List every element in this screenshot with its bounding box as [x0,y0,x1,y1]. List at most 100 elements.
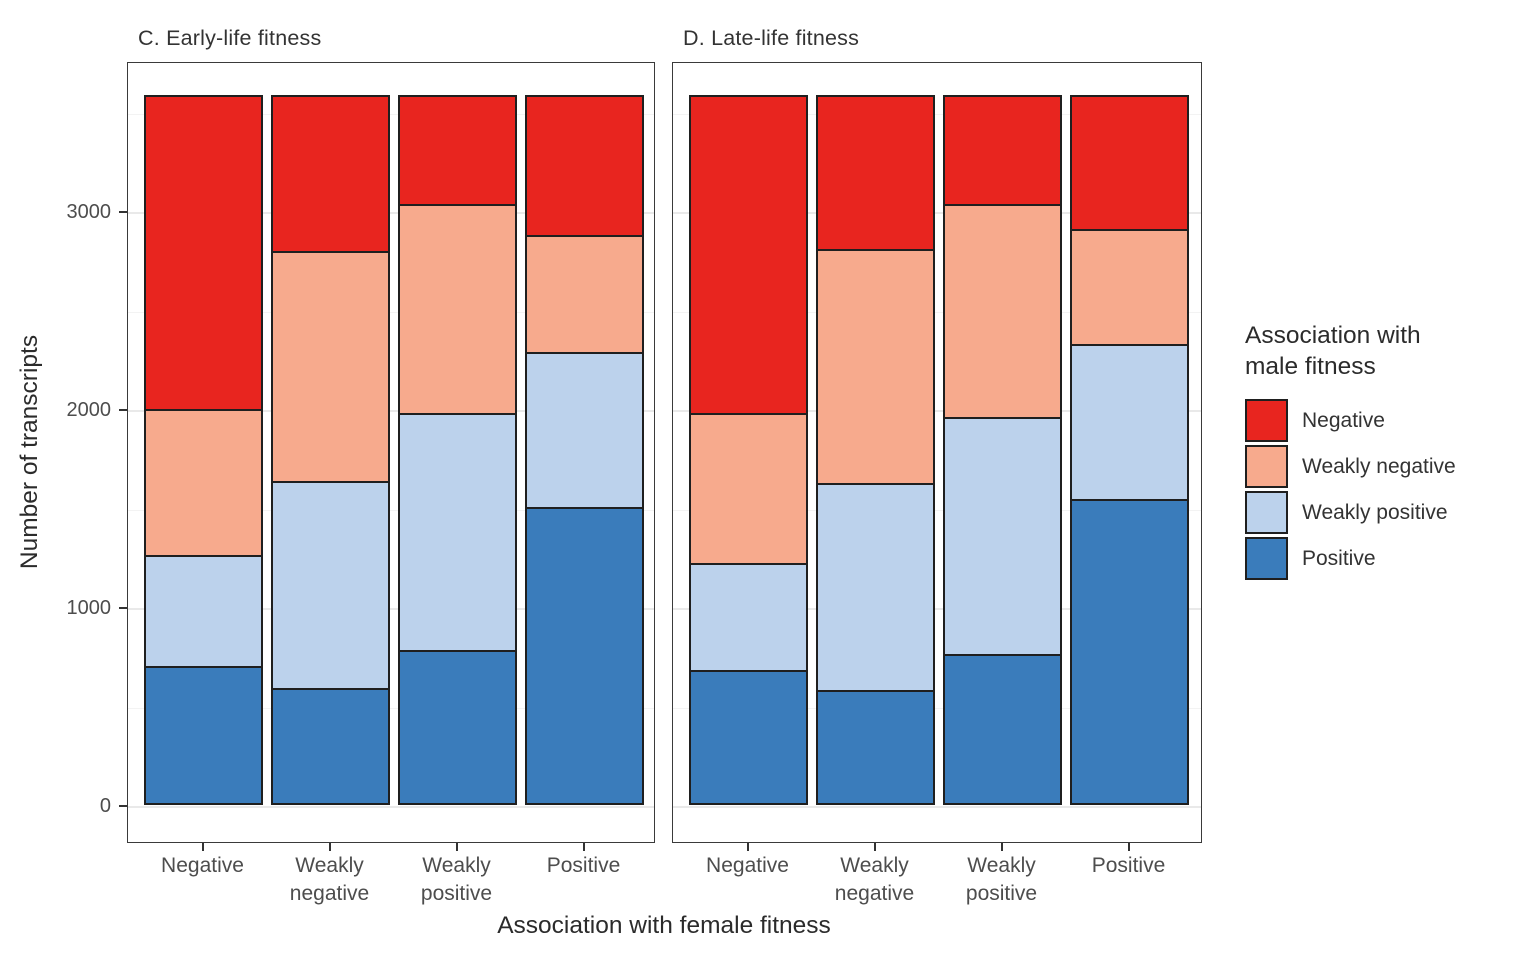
segment-weakly-negative [146,408,261,556]
panel-title-early-life: C. Early-life fitness [138,26,322,50]
legend-label: Weakly negative [1302,454,1456,478]
gridline-major [128,608,654,611]
legend-items: Negative Weakly negative Weakly positive Po… [1245,399,1525,580]
x-tick-label-weakly-positive: Weakly positive [965,854,1038,905]
segment-positive [818,689,933,804]
gridline-minor [673,114,1201,116]
segment-weakly-negative [400,203,515,413]
x-tick-mark [1000,843,1003,851]
legend-key-swatch [1245,445,1288,488]
gridline-minor [128,114,654,116]
segment-weakly-negative [1072,229,1187,345]
segment-positive [146,666,261,803]
legend-item-positive: Positive [1245,537,1525,580]
gridline-major [673,410,1201,413]
segment-positive [400,649,515,803]
stacked-bar-early-weakly-negative [271,94,390,805]
legend-title: Association with male fitness [1245,322,1421,380]
y-tick-label-1000: 1000 [66,597,112,620]
x-tick-mark [1127,843,1130,851]
x-axis-title: Association with female fitness [497,912,831,939]
segment-negative [945,96,1060,204]
segment-negative [273,96,388,251]
legend-key-swatch [1245,399,1288,442]
stacked-bar-early-negative [144,94,263,805]
segment-weakly-negative [691,412,806,563]
legend-item-weakly-negative: Weakly negative [1245,445,1525,488]
segment-negative [691,96,806,413]
x-tick-label-weakly-positive: Weakly positive [420,854,493,905]
x-tick-label-positive: Positive [546,854,621,877]
legend-item-negative: Negative [1245,399,1525,442]
segment-weakly-positive [691,562,806,671]
stacked-bar-late-weakly-negative [816,94,935,805]
segment-weakly-positive [400,412,515,650]
y-tick-mark [119,607,127,610]
legend-item-weakly-positive: Weakly positive [1245,491,1525,534]
gridline-minor [673,510,1201,512]
plot-panel-early-life [127,62,655,843]
stacked-bar-early-positive [525,94,644,805]
y-tick-label-0: 0 [99,794,111,817]
segment-weakly-positive [945,416,1060,654]
segment-weakly-positive [273,481,388,688]
gridline-minor [128,510,654,512]
gridline-major [128,805,654,808]
x-tick-mark [328,843,331,851]
gridline-minor [673,312,1201,314]
panel-title-late-life: D. Late-life fitness [683,26,860,50]
x-tick-mark [746,843,749,851]
x-tick-label-negative: Negative [706,854,789,877]
segment-positive [273,687,388,804]
segment-weakly-negative [527,235,642,353]
stacked-bar-early-weakly-positive [398,94,517,805]
segment-weakly-positive [1072,344,1187,499]
segment-positive [1072,498,1187,804]
legend: Association with male fitness Negative Wea… [1245,320,1525,583]
legend-key-swatch [1245,537,1288,580]
y-tick-label-2000: 2000 [66,399,112,422]
segment-positive [527,507,642,803]
x-tick-label-weakly-negative: Weakly negative [289,854,370,905]
gridline-major [673,212,1201,215]
segment-positive [691,670,806,803]
segment-weakly-negative [945,203,1060,417]
y-tick-mark [119,804,127,807]
x-tick-label-weakly-negative: Weakly negative [834,854,915,905]
x-tick-mark [873,843,876,851]
segment-weakly-positive [818,482,933,690]
x-tick-mark [582,843,585,851]
gridline-minor [128,312,654,314]
segment-negative [146,96,261,409]
y-tick-mark [119,409,127,412]
stacked-bar-late-positive [1070,94,1189,805]
gridline-major [673,805,1201,808]
segment-negative [818,96,933,249]
gridline-minor [128,708,654,710]
segment-negative [527,96,642,236]
segment-weakly-negative [273,250,388,482]
y-axis-title: Number of transcripts [16,334,43,570]
gridline-major [128,410,654,413]
legend-label: Negative [1302,408,1385,432]
x-tick-label-negative: Negative [161,854,244,877]
segment-weakly-negative [818,248,933,483]
y-tick-label-3000: 3000 [66,201,112,224]
gridline-major [128,212,654,215]
segment-weakly-positive [146,555,261,667]
stacked-bar-late-weakly-positive [943,94,1062,805]
gridline-major [673,608,1201,611]
legend-key-swatch [1245,491,1288,534]
segment-negative [400,96,515,204]
x-tick-label-positive: Positive [1091,854,1166,877]
plot-panel-late-life [672,62,1202,843]
segment-negative [1072,96,1187,230]
x-tick-mark [201,843,204,851]
gridline-minor [673,708,1201,710]
segment-positive [945,653,1060,803]
x-tick-mark [455,843,458,851]
legend-label: Positive [1302,546,1376,570]
stacked-bar-late-negative [689,94,808,805]
y-tick-mark [119,211,127,214]
